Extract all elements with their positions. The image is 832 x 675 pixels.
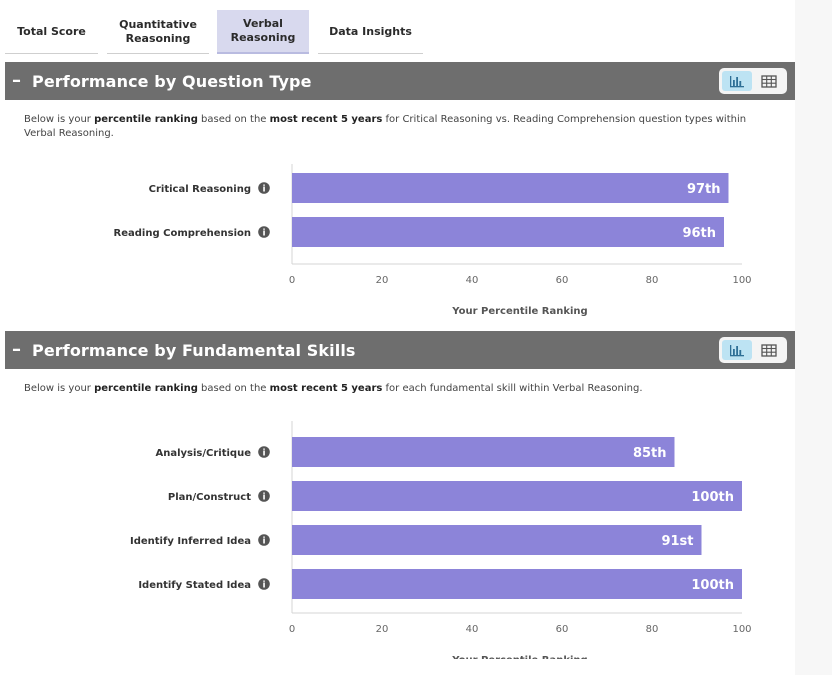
bar-chart-icon	[730, 76, 744, 88]
tab-verbal-reasoning[interactable]: Verbal Reasoning	[217, 10, 309, 54]
bar	[292, 437, 675, 467]
desc-bold: percentile ranking	[94, 383, 198, 394]
x-tick-label: 40	[466, 275, 479, 286]
tab-total-score[interactable]: Total Score	[5, 10, 98, 54]
desc-text: based on the	[197, 383, 270, 394]
desc-text: Below is your	[24, 114, 95, 125]
category-label: Analysis/Critique	[155, 448, 251, 459]
bar	[292, 173, 729, 203]
x-tick-label: 60	[556, 624, 569, 635]
desc-text: based on the	[197, 114, 270, 125]
fundamental-skills-chart: 85th Analysis/Critique i 100th Plan/Construc…	[130, 421, 752, 659]
bar-chart-view-button[interactable]	[722, 340, 752, 360]
minus-icon[interactable]: –	[12, 70, 21, 91]
x-tick-label: 100	[732, 624, 751, 635]
table-icon	[761, 343, 777, 357]
x-tick-label: 60	[556, 275, 569, 286]
x-axis-title: Your Percentile Ranking	[451, 306, 587, 317]
info-icon-circle	[258, 226, 270, 238]
x-tick-label: 80	[646, 275, 659, 286]
category-label: Plan/Construct	[168, 492, 251, 503]
desc-bold: percentile ranking	[94, 114, 198, 125]
panel-description: Below is your percentile ranking based o…	[24, 382, 764, 396]
info-icon: i	[258, 578, 270, 591]
info-icon: i	[258, 534, 270, 547]
info-icon-circle	[258, 534, 270, 546]
view-toggle	[719, 337, 787, 363]
bar-value-label: 97th	[687, 182, 721, 197]
x-tick-label: 20	[376, 624, 389, 635]
x-tick-label: 100	[732, 275, 751, 286]
panel-title: Performance by Question Type	[32, 71, 312, 91]
info-icon-circle	[258, 446, 270, 458]
desc-bold: most recent 5 years	[269, 114, 383, 125]
info-icon: i	[258, 226, 270, 239]
tab-data-insights[interactable]: Data Insights	[318, 10, 423, 54]
bar	[292, 481, 742, 511]
desc-text: for Critical Reasoning vs. Reading Compr…	[24, 114, 747, 139]
x-tick-label: 20	[376, 275, 389, 286]
tab-quantitative-reasoning[interactable]: Quantitative Reasoning	[107, 10, 209, 54]
info-icon: i	[258, 182, 270, 195]
panel-header: – Performance by Question Type	[5, 62, 795, 100]
tab-label: Data Insights	[329, 24, 412, 38]
x-tick-label: 0	[289, 624, 295, 635]
info-icon-circle	[258, 182, 270, 194]
info-icon: i	[258, 446, 270, 459]
info-icon-circle	[258, 578, 270, 590]
bar-chart-view-button[interactable]	[722, 71, 752, 91]
question-type-chart: 97th Critical Reasoning i 96th Reading Compr…	[114, 164, 752, 317]
tab-label: Total Score	[17, 24, 86, 38]
bar-chart-icon	[730, 345, 744, 357]
x-axis-title: Your Percentile Ranking	[451, 655, 587, 659]
panel-description: Below is your percentile ranking based o…	[24, 113, 764, 141]
category-label: Reading Comprehension	[114, 228, 251, 239]
bar-value-label: 100th	[691, 578, 734, 593]
view-toggle	[719, 68, 787, 94]
tab-label: Verbal Reasoning	[230, 17, 296, 44]
fundamental-skills-panel: – Performance by Fundamental Skills	[5, 331, 795, 659]
tab-label: Quantitative Reasoning	[119, 17, 197, 45]
page-edge	[795, 0, 832, 675]
category-label: Identify Stated Idea	[138, 580, 251, 591]
table-view-button[interactable]	[754, 71, 784, 91]
bar-value-label: 100th	[691, 490, 734, 505]
table-icon	[761, 74, 777, 88]
info-icon-glyph: i	[262, 581, 265, 591]
info-icon-glyph: i	[262, 185, 265, 195]
bar-value-label: 85th	[633, 446, 667, 461]
panel-title: Performance by Fundamental Skills	[32, 340, 356, 360]
x-tick-label: 0	[289, 275, 295, 286]
info-icon-glyph: i	[262, 449, 265, 459]
desc-text: Below is your	[24, 383, 95, 394]
x-tick-label: 40	[466, 624, 479, 635]
bar-value-label: 91st	[661, 534, 693, 549]
bar	[292, 217, 724, 247]
minus-icon[interactable]: –	[12, 339, 21, 360]
category-label: Critical Reasoning	[149, 184, 251, 195]
x-tick-label: 80	[646, 624, 659, 635]
bar	[292, 525, 702, 555]
table-view-button[interactable]	[754, 340, 784, 360]
desc-bold: most recent 5 years	[269, 383, 383, 394]
category-label: Identify Inferred Idea	[130, 536, 251, 547]
info-icon-glyph: i	[262, 493, 265, 503]
bar-value-label: 96th	[682, 226, 716, 241]
question-type-panel: – Performance by Question Type	[5, 62, 795, 320]
info-icon-glyph: i	[262, 537, 265, 547]
bar	[292, 569, 742, 599]
info-icon-circle	[258, 490, 270, 502]
desc-text: for each fundamental skill within Verbal…	[382, 383, 643, 394]
info-icon-glyph: i	[262, 229, 265, 239]
info-icon: i	[258, 490, 270, 503]
panel-header: – Performance by Fundamental Skills	[5, 331, 795, 369]
